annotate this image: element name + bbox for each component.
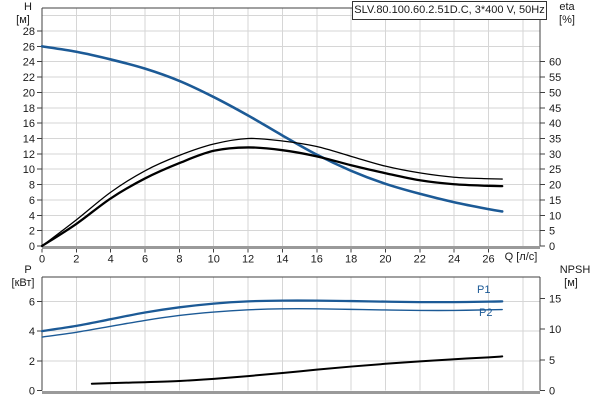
svg-text:22: 22	[414, 254, 426, 266]
p2-series-label: P2	[479, 307, 493, 319]
svg-text:2: 2	[29, 226, 35, 238]
h-axis-title: H	[24, 1, 32, 13]
svg-text:5: 5	[549, 355, 555, 367]
q-axis-title: Q [л/с]	[504, 251, 538, 263]
eta-axis-title: eta	[559, 1, 575, 13]
svg-text:30: 30	[549, 149, 561, 161]
svg-text:20: 20	[23, 87, 35, 99]
svg-text:0: 0	[29, 386, 35, 398]
svg-text:24: 24	[23, 57, 35, 69]
p-axis-title: P	[24, 264, 32, 276]
svg-text:20: 20	[549, 180, 561, 192]
svg-text:10: 10	[208, 254, 220, 266]
svg-text:25: 25	[549, 164, 561, 176]
svg-text:35: 35	[549, 134, 561, 146]
svg-text:16: 16	[311, 254, 323, 266]
svg-text:6: 6	[29, 195, 35, 207]
svg-text:0: 0	[549, 386, 555, 398]
svg-text:22: 22	[23, 72, 35, 84]
p-axis-unit: [кВт]	[11, 277, 35, 289]
svg-text:24: 24	[448, 254, 460, 266]
svg-text:12: 12	[242, 254, 254, 266]
svg-text:26: 26	[23, 41, 35, 53]
npsh-axis-unit: [м]	[564, 277, 578, 289]
svg-text:20: 20	[379, 254, 391, 266]
svg-text:10: 10	[549, 210, 561, 222]
svg-text:5: 5	[549, 226, 555, 238]
svg-text:55: 55	[549, 72, 561, 84]
svg-text:18: 18	[345, 254, 357, 266]
svg-text:15: 15	[549, 293, 561, 305]
svg-text:40: 40	[549, 118, 561, 130]
h-axis-unit: [м]	[16, 14, 30, 26]
svg-text:10: 10	[23, 164, 35, 176]
svg-text:4: 4	[108, 254, 114, 266]
svg-text:0: 0	[29, 241, 35, 253]
svg-text:6: 6	[142, 254, 148, 266]
svg-text:6: 6	[29, 296, 35, 308]
svg-text:0: 0	[39, 254, 45, 266]
svg-text:26: 26	[482, 254, 494, 266]
svg-text:2: 2	[73, 254, 79, 266]
svg-text:28: 28	[23, 26, 35, 38]
npsh-axis-title: NPSH	[559, 264, 591, 276]
svg-text:14: 14	[23, 134, 35, 146]
svg-text:4: 4	[29, 210, 35, 222]
svg-text:45: 45	[549, 103, 561, 115]
svg-text:12: 12	[23, 149, 35, 161]
chart-title: SLV.80.100.60.2.51D.C, 3*400 V, 50Hz	[352, 1, 547, 20]
eta-axis-unit: [%]	[559, 14, 575, 26]
svg-text:8: 8	[29, 180, 35, 192]
p1-series-label: P1	[477, 284, 491, 296]
svg-text:60: 60	[549, 57, 561, 69]
svg-text:2: 2	[29, 356, 35, 368]
svg-text:18: 18	[23, 103, 35, 115]
svg-text:50: 50	[549, 87, 561, 99]
svg-text:4: 4	[29, 326, 35, 338]
svg-text:14: 14	[276, 254, 288, 266]
svg-text:10: 10	[549, 324, 561, 336]
svg-text:16: 16	[23, 118, 35, 130]
svg-text:15: 15	[549, 195, 561, 207]
svg-text:0: 0	[549, 241, 555, 253]
svg-text:8: 8	[176, 254, 182, 266]
